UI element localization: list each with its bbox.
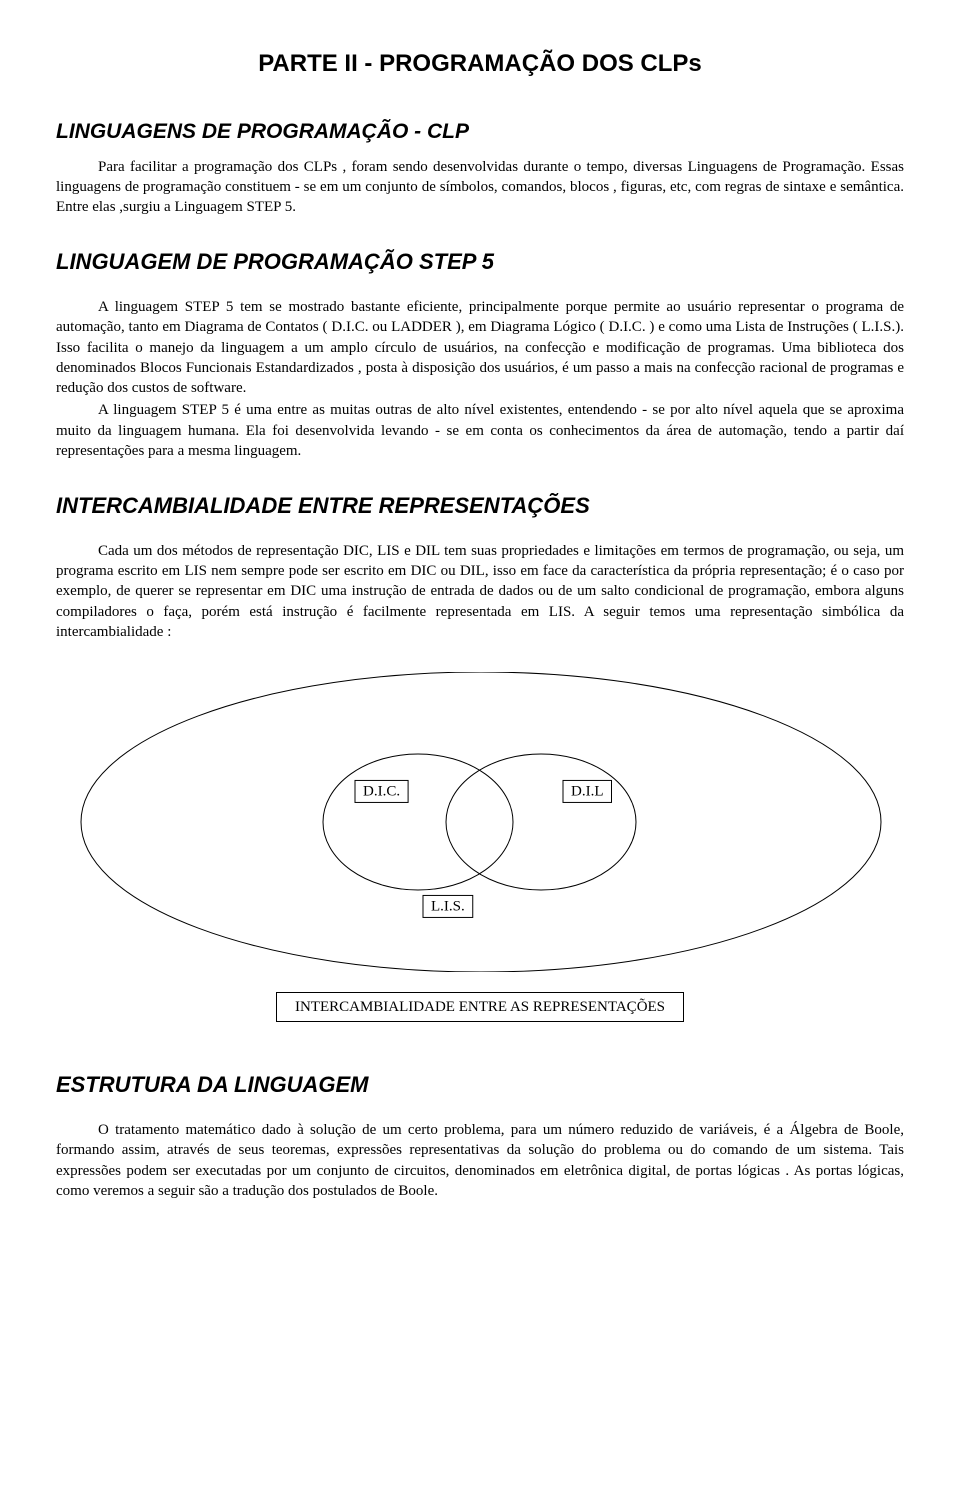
paragraph: Para facilitar a programação dos CLPs , … [56,157,904,218]
paragraph: A linguagem STEP 5 tem se mostrado basta… [56,297,904,398]
paragraph: A linguagem STEP 5 é uma entre as muitas… [56,400,904,461]
section-title-linguagens: LINGUAGENS DE PROGRAMAÇÃO - CLP [56,118,904,146]
paragraph: Cada um dos métodos de representação DIC… [56,541,904,642]
diagram-caption: INTERCAMBIALIDADE ENTRE AS REPRESENTAÇÕE… [276,992,684,1022]
svg-text:D.I.C.: D.I.C. [363,784,400,800]
svg-text:L.I.S.: L.I.S. [431,899,465,915]
main-title: PARTE II - PROGRAMAÇÃO DOS CLPs [56,48,904,80]
section-title-estrutura: ESTRUTURA DA LINGUAGEM [56,1070,904,1100]
svg-text:D.I.L: D.I.L [571,784,604,800]
venn-diagram: D.I.C. D.I.L L.I.S. [56,672,904,972]
paragraph: O tratamento matemático dado à solução d… [56,1120,904,1201]
venn-svg: D.I.C. D.I.L L.I.S. [56,672,904,972]
section-title-intercamb: INTERCAMBIALIDADE ENTRE REPRESENTAÇÕES [56,491,904,521]
section-title-step5: LINGUAGEM DE PROGRAMAÇÃO STEP 5 [56,247,904,277]
